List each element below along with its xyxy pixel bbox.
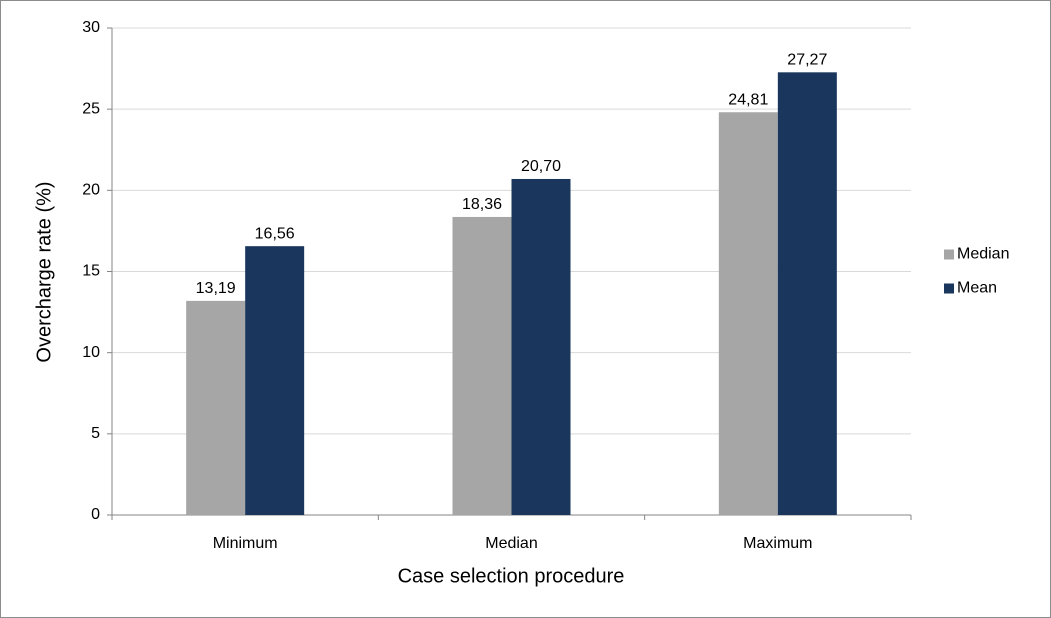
legend-swatch	[944, 283, 954, 294]
bar	[511, 178, 571, 515]
x-tick-label: Minimum	[213, 535, 278, 552]
bar	[718, 112, 778, 515]
x-tick-label: Maximum	[743, 535, 812, 552]
value-label: 13,19	[196, 280, 236, 297]
y-tick-label: 10	[82, 344, 100, 361]
x-tick-label: Median	[485, 535, 537, 552]
legend-label: Mean	[957, 280, 997, 297]
bar	[186, 300, 246, 515]
y-tick-label: 0	[91, 506, 100, 523]
y-tick-label: 5	[91, 425, 100, 442]
bar	[245, 246, 305, 515]
value-label: 20,70	[521, 158, 561, 175]
legend-swatch	[944, 249, 954, 260]
y-tick-label: 20	[82, 182, 100, 199]
y-axis-title: Overcharge rate (%)	[33, 181, 55, 362]
bar	[452, 216, 512, 515]
value-label: 18,36	[462, 196, 502, 213]
y-tick-label: 15	[82, 263, 100, 280]
x-axis-title: Case selection procedure	[398, 565, 625, 587]
legend-label: Median	[957, 246, 1009, 263]
value-label: 27,27	[787, 52, 827, 69]
y-tick-label: 25	[82, 100, 100, 117]
value-label: 24,81	[728, 91, 768, 108]
y-tick-label: 30	[82, 19, 100, 36]
bar	[777, 72, 837, 515]
value-label: 16,56	[255, 225, 295, 242]
